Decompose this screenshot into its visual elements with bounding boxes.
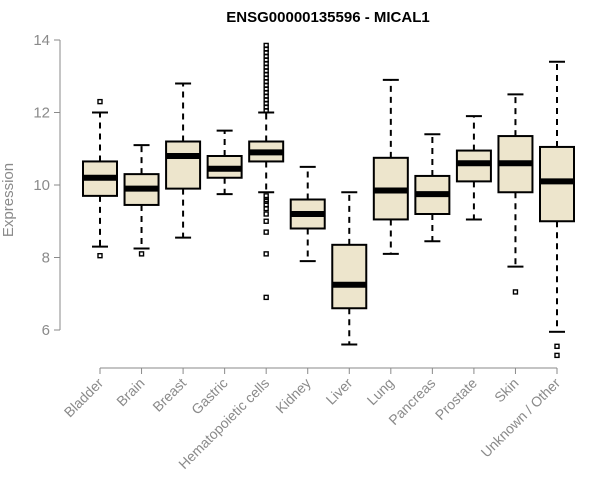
box-group <box>455 115 492 221</box>
box-group <box>331 191 368 346</box>
box <box>331 243 368 310</box>
outlier-point <box>263 193 269 199</box>
y-axis-label: Expression <box>0 163 17 237</box>
outlier-point <box>97 252 103 259</box>
y-tick-label: 12 <box>33 105 50 122</box>
box-group <box>539 60 575 359</box>
box <box>165 140 202 190</box>
outlier-point <box>97 98 103 105</box>
y-axis: 6 8 10 12 14 <box>33 32 61 339</box>
outlier-point <box>263 229 269 235</box>
outlier-point <box>263 251 269 257</box>
y-tick-label: 10 <box>33 177 50 194</box>
outlier-point <box>263 42 269 49</box>
boxes-group <box>82 42 575 359</box>
outlier-point <box>512 289 519 295</box>
chart-title: ENSG00000135596 - MICAL1 <box>226 9 429 26</box>
box-group <box>165 82 202 239</box>
x-tick-label: Skin <box>491 375 522 406</box>
box-group <box>206 129 243 196</box>
x-tick-label: Breast <box>149 375 189 415</box>
x-tick-label: Brain <box>113 375 147 409</box>
outlier-point <box>263 211 269 217</box>
x-tick-label: Kidney <box>272 375 314 417</box>
box-group <box>497 93 534 295</box>
box-group <box>372 78 409 255</box>
outlier-point <box>263 294 269 301</box>
outlier-point <box>554 343 560 350</box>
x-tick-label: Lung <box>364 375 397 408</box>
y-tick-label: 6 <box>42 322 50 339</box>
box-group <box>123 144 160 257</box>
x-tick-label: Bladder <box>61 375 107 421</box>
outlier-point <box>263 218 269 224</box>
box-group <box>82 98 118 259</box>
x-tick-label: Liver <box>323 375 356 408</box>
box-group <box>289 165 326 263</box>
x-tick-label: Unknown / Other <box>478 375 564 461</box>
outlier-point <box>554 352 560 359</box>
outlier-point <box>138 251 145 257</box>
box-group <box>248 42 285 301</box>
box-group <box>414 133 451 243</box>
y-tick-label: 8 <box>42 250 50 267</box>
x-tick-label: Prostate <box>432 375 480 423</box>
y-tick-label: 14 <box>33 32 50 49</box>
